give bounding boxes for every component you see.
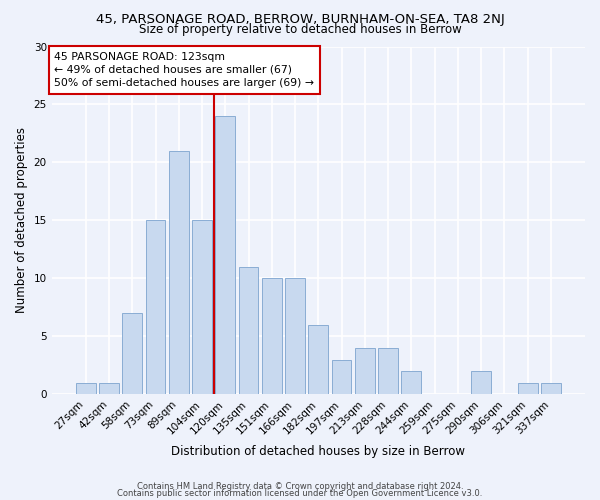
X-axis label: Distribution of detached houses by size in Berrow: Distribution of detached houses by size …: [172, 444, 466, 458]
Text: Size of property relative to detached houses in Berrow: Size of property relative to detached ho…: [139, 22, 461, 36]
Bar: [239, 267, 259, 394]
Bar: [99, 383, 119, 394]
Y-axis label: Number of detached properties: Number of detached properties: [15, 128, 28, 314]
Bar: [146, 220, 166, 394]
Bar: [285, 278, 305, 394]
Bar: [76, 383, 95, 394]
Bar: [308, 325, 328, 394]
Bar: [518, 383, 538, 394]
Text: Contains public sector information licensed under the Open Government Licence v3: Contains public sector information licen…: [118, 489, 482, 498]
Text: Contains HM Land Registry data © Crown copyright and database right 2024.: Contains HM Land Registry data © Crown c…: [137, 482, 463, 491]
Bar: [215, 116, 235, 394]
Bar: [262, 278, 282, 394]
Bar: [192, 220, 212, 394]
Text: 45 PARSONAGE ROAD: 123sqm
← 49% of detached houses are smaller (67)
50% of semi-: 45 PARSONAGE ROAD: 123sqm ← 49% of detac…: [55, 52, 314, 88]
Text: 45, PARSONAGE ROAD, BERROW, BURNHAM-ON-SEA, TA8 2NJ: 45, PARSONAGE ROAD, BERROW, BURNHAM-ON-S…: [95, 12, 505, 26]
Bar: [471, 372, 491, 394]
Bar: [378, 348, 398, 395]
Bar: [401, 372, 421, 394]
Bar: [355, 348, 375, 395]
Bar: [122, 314, 142, 394]
Bar: [169, 151, 188, 394]
Bar: [541, 383, 561, 394]
Bar: [332, 360, 352, 394]
